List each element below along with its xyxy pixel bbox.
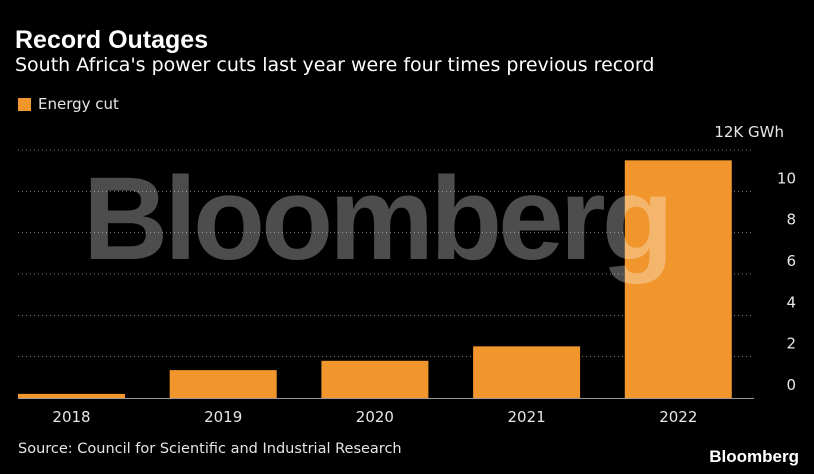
x-tick-label: 2018 xyxy=(52,408,90,426)
bloomberg-logo: Bloomberg xyxy=(709,447,799,466)
legend: Energy cut xyxy=(18,95,119,113)
x-tick-label: 2021 xyxy=(508,408,546,426)
legend-swatch xyxy=(18,97,31,111)
y-axis-unit-label: 12K GWh xyxy=(714,123,784,141)
bar-2022 xyxy=(624,160,732,398)
y-tick-label: 4 xyxy=(786,293,796,311)
legend-label: Energy cut xyxy=(38,95,119,113)
chart-subtitle: South Africa's power cuts last year were… xyxy=(15,54,655,76)
y-tick-label: 6 xyxy=(786,252,796,270)
y-tick-label: 8 xyxy=(786,211,796,229)
y-tick-labels: 0 2 4 6 8 10 xyxy=(777,169,796,394)
x-tick-label: 2020 xyxy=(356,408,394,426)
source-note: Source: Council for Scientific and Indus… xyxy=(18,441,402,457)
bar-2019 xyxy=(169,370,277,398)
bar-2018 xyxy=(18,393,125,398)
gridlines xyxy=(18,149,754,358)
x-tick-labels: 2018 2019 2020 2021 2022 xyxy=(52,408,697,426)
y-tick-label: 10 xyxy=(777,169,796,187)
chart-title: Record Outages xyxy=(15,26,209,54)
y-tick-label: 2 xyxy=(786,335,796,353)
y-tick-label: 0 xyxy=(786,376,796,394)
bars xyxy=(18,160,732,398)
bar-2020 xyxy=(321,360,429,398)
bar-2021 xyxy=(473,346,581,398)
x-tick-label: 2022 xyxy=(659,408,697,426)
x-tick-label: 2019 xyxy=(204,408,242,426)
